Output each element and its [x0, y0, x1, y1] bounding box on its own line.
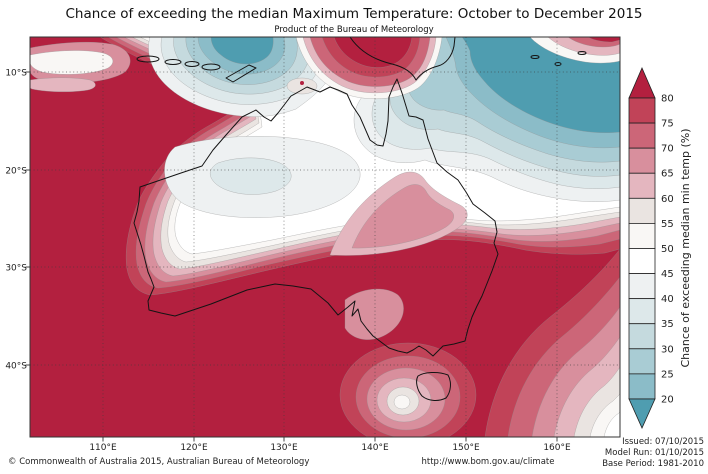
page-subtitle: Product of the Bureau of Meteorology	[274, 25, 434, 35]
colorbar-tick-labels: 80 75 70 65 60 55 50 45 40 35 30 25 20	[661, 94, 674, 406]
cb-tick-20: 20	[661, 395, 674, 406]
bom-url: http://www.bom.gov.au/climate	[421, 457, 555, 467]
australia-coastline	[133, 78, 499, 357]
cb-tick-40: 40	[661, 294, 674, 305]
issued-date: Issued: 07/10/2015	[622, 437, 704, 447]
contour-top-left-streaks	[30, 41, 131, 93]
cb-tick-65: 65	[661, 169, 674, 180]
colorbar-arrow-top	[628, 66, 656, 99]
y-axis-labels: 10°S 20°S 30°S 40°S	[5, 68, 27, 371]
tasmania-coastline	[416, 372, 451, 401]
colorbar-band	[628, 172, 656, 199]
colorbar-band	[628, 373, 656, 400]
colorbar-band	[628, 348, 656, 375]
new-guinea-coastline	[349, 37, 456, 81]
colorbar-band	[628, 197, 656, 224]
coastlines	[133, 37, 587, 401]
contour-pink-tongue-qld	[329, 171, 468, 256]
x-tick-140e: 140°E	[361, 443, 389, 453]
x-tick-160e: 160°E	[543, 443, 571, 453]
cb-tick-30: 30	[661, 344, 674, 355]
cb-tick-75: 75	[661, 119, 674, 130]
colorbar: 80 75 70 65 60 55 50 45 40 35 30 25 20 C…	[628, 66, 692, 429]
cb-tick-60: 60	[661, 194, 674, 205]
cb-tick-50: 50	[661, 244, 674, 255]
cb-tick-25: 25	[661, 369, 674, 380]
cb-tick-70: 70	[661, 144, 674, 155]
y-tick-20s: 20°S	[5, 166, 27, 176]
cb-tick-35: 35	[661, 319, 674, 330]
cb-tick-80: 80	[661, 94, 674, 105]
colorbar-band	[628, 323, 656, 350]
plot-frame	[29, 36, 621, 438]
contour-darwin-warm-patch	[286, 77, 318, 95]
colorbar-band	[628, 122, 656, 149]
contour-red-pinch-north	[295, 37, 443, 100]
x-tick-150e: 150°E	[452, 443, 480, 453]
pacific-islands	[530, 51, 587, 66]
contour-tasmania-minimum	[339, 288, 477, 437]
y-tick-30s: 30°S	[5, 263, 27, 273]
contour-north-blue	[148, 37, 332, 117]
colorbar-band	[628, 147, 656, 174]
axis-ticks	[25, 71, 558, 442]
x-tick-130e: 130°E	[270, 443, 298, 453]
colorbar-bands	[628, 97, 656, 400]
x-tick-110e: 110°E	[89, 443, 117, 453]
map-plot-area	[30, 37, 620, 437]
page-title: Chance of exceeding the median Maximum T…	[65, 6, 643, 22]
x-axis-labels: 110°E 120°E 130°E 140°E 150°E 160°E	[89, 443, 571, 453]
colorbar-band	[628, 248, 656, 274]
cb-tick-45: 45	[661, 269, 674, 280]
contour-darwin-red-speck	[300, 81, 304, 85]
colorbar-band	[628, 298, 656, 325]
contour-top-right-red	[529, 37, 620, 64]
model-run-date: Model Run: 01/10/2015	[604, 448, 704, 458]
x-tick-120e: 120°E	[180, 443, 208, 453]
colorbar-band	[628, 97, 656, 124]
y-tick-10s: 10°S	[5, 68, 27, 78]
issue-info-block: Issued: 07/10/2015 Model Run: 01/10/2015…	[602, 437, 704, 470]
cb-tick-55: 55	[661, 219, 674, 230]
colorbar-band	[628, 222, 656, 249]
indonesian-islands	[136, 55, 257, 83]
contour-se-corner-minimum	[484, 248, 620, 437]
contour-interior-pale-blue	[164, 136, 361, 218]
copyright-text: © Commonwealth of Australia 2015, Austra…	[8, 457, 310, 467]
base-period: Base Period: 1981-2010	[602, 459, 704, 469]
colorbar-band	[628, 273, 656, 300]
colorbar-axis-label: Chance of exceeding median min temp (%)	[679, 128, 692, 367]
colorbar-arrow-bottom	[628, 398, 656, 429]
y-tick-40s: 40°S	[5, 361, 27, 371]
